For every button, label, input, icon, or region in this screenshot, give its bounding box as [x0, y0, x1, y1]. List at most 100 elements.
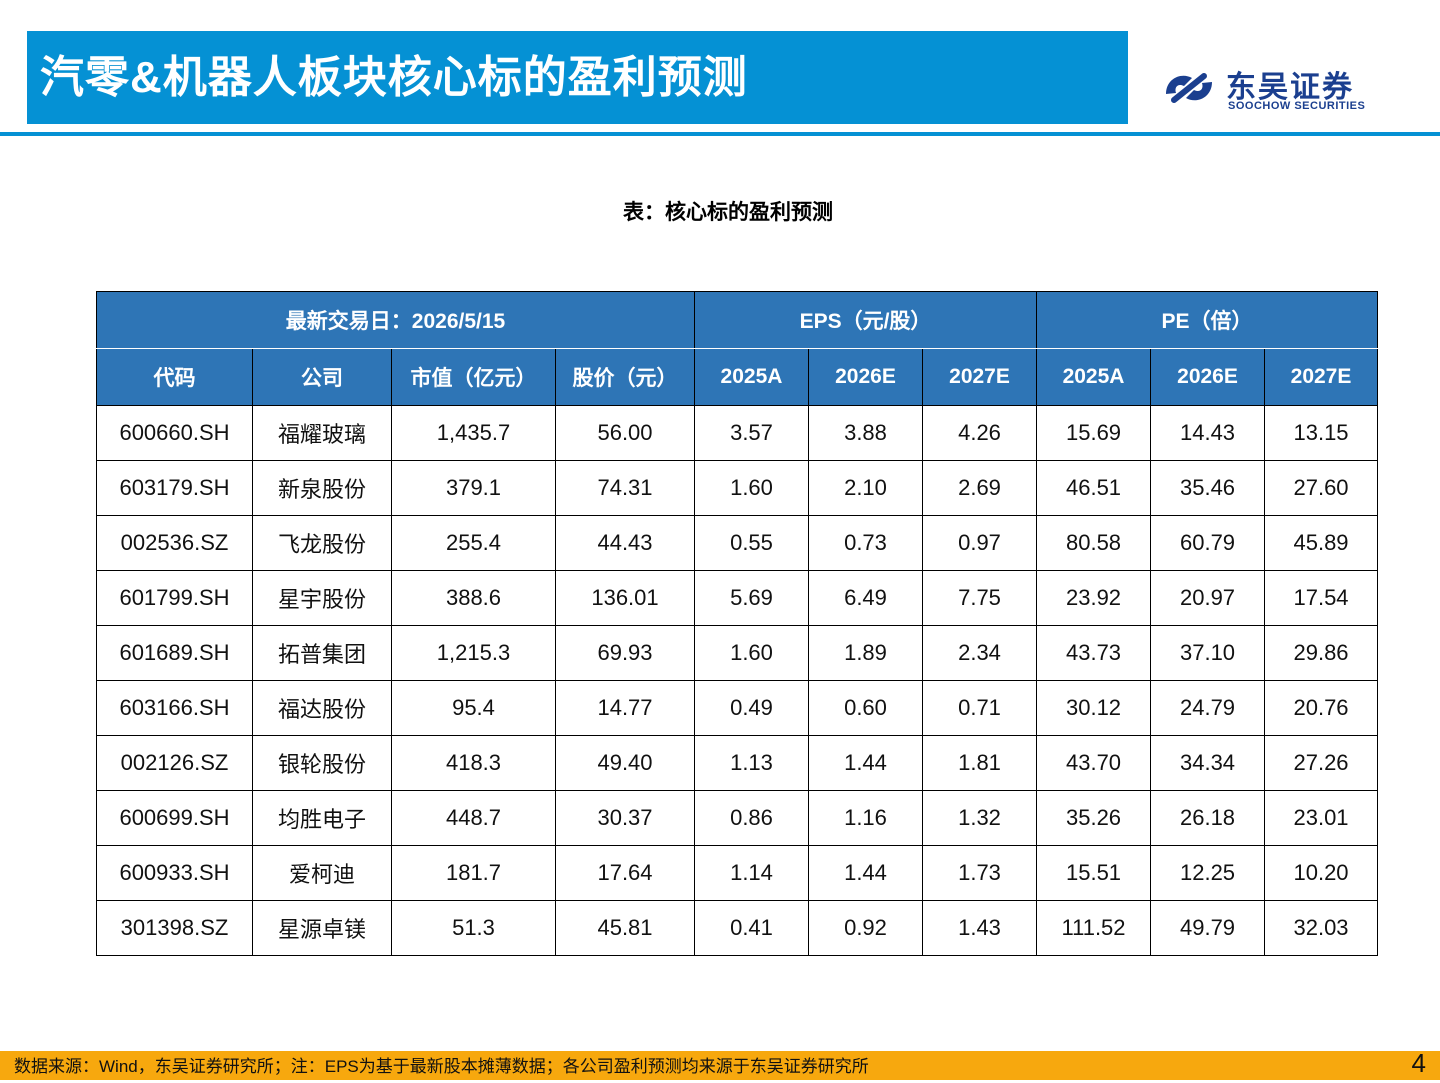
table-cell: 23.01 [1264, 790, 1379, 846]
eps-group-header: EPS（元/股） [693, 291, 1038, 349]
table-cell: 60.79 [1150, 515, 1266, 571]
table-cell: 5.69 [694, 570, 809, 626]
table-cell: 35.46 [1150, 460, 1266, 516]
table-cell: 111.52 [1036, 900, 1152, 956]
table-cell: 1.89 [808, 625, 923, 681]
table-cell: 32.03 [1264, 900, 1379, 956]
table-cell: 0.41 [694, 900, 809, 956]
column-header-row: 代码 公司 市值（亿元） 股价（元） 2025A 2026E 2027E 202… [96, 348, 1379, 406]
table-cell: 1.32 [921, 790, 1038, 846]
source-note: 数据来源：Wind，东吴证券研究所；注：EPS为基于最新股本摊薄数据；各公司盈利… [14, 1057, 869, 1076]
table-cell: 2.10 [808, 460, 923, 516]
table-cell: 13.15 [1264, 405, 1379, 461]
column-header: 市值（亿元） [391, 348, 556, 406]
table-cell: 7.75 [921, 570, 1038, 626]
table-cell: 星源卓镁 [252, 900, 392, 956]
table-cell: 95.4 [391, 680, 556, 736]
table-cell: 27.60 [1264, 460, 1379, 516]
logo-english-name: SOOCHOW SECURITIES [1228, 100, 1366, 112]
table-cell: 1.14 [694, 845, 809, 901]
table-cell: 51.3 [391, 900, 556, 956]
table-cell: 601689.SH [96, 625, 253, 681]
footer-bar: 数据来源：Wind，东吴证券研究所；注：EPS为基于最新股本摊薄数据；各公司盈利… [0, 1048, 1440, 1080]
page-number: 4 [1411, 1048, 1426, 1078]
table-cell: 20.76 [1264, 680, 1379, 736]
table-cell: 1.60 [694, 460, 809, 516]
table-cell: 1.73 [921, 845, 1038, 901]
table-cell: 45.89 [1264, 515, 1379, 571]
table-cell: 17.54 [1264, 570, 1379, 626]
table-cell: 301398.SZ [96, 900, 253, 956]
table-cell: 45.81 [555, 900, 695, 956]
table-cell: 15.51 [1036, 845, 1152, 901]
table-cell: 2.69 [921, 460, 1038, 516]
table-cell: 43.70 [1036, 735, 1152, 791]
table-cell: 6.49 [808, 570, 923, 626]
table-cell: 600933.SH [96, 845, 253, 901]
table-cell: 1.60 [694, 625, 809, 681]
table-cell: 136.01 [555, 570, 695, 626]
table-cell: 24.79 [1150, 680, 1266, 736]
company-logo: 东吴证券 SOOCHOW SECURITIES [1160, 60, 1375, 120]
table-cell: 0.60 [808, 680, 923, 736]
table-cell: 603166.SH [96, 680, 253, 736]
column-header: 股价（元） [555, 348, 695, 406]
table-cell: 1,435.7 [391, 405, 556, 461]
table-caption: 表：核心标的盈利预测 [623, 201, 833, 224]
table-cell: 600699.SH [96, 790, 253, 846]
table-cell: 181.7 [391, 845, 556, 901]
column-header: 代码 [96, 348, 253, 406]
table-cell: 0.55 [694, 515, 809, 571]
column-header: 公司 [252, 348, 392, 406]
table-row: 601799.SH 星宇股份 388.6 136.01 5.69 6.49 7.75 23.9… [96, 570, 1379, 626]
table-cell: 255.4 [391, 515, 556, 571]
table-cell: 603179.SH [96, 460, 253, 516]
pe-group-header: PE（倍） [1036, 291, 1379, 349]
logo-chinese-name: 东吴证券 [1226, 71, 1354, 104]
table-cell: 拓普集团 [252, 625, 392, 681]
table-cell: 379.1 [391, 460, 556, 516]
table-row: 002126.SZ 银轮股份 418.3 49.40 1.13 1.44 1.81 43.70… [96, 735, 1379, 791]
table-cell: 17.64 [555, 845, 695, 901]
trade-date-header: 最新交易日：2026/5/15 [96, 291, 695, 349]
table-row: 600699.SH 均胜电子 448.7 30.37 0.86 1.16 1.32 35.26… [96, 790, 1379, 846]
table-cell: 80.58 [1036, 515, 1152, 571]
table-cell: 43.73 [1036, 625, 1152, 681]
table-cell: 37.10 [1150, 625, 1266, 681]
table-row: 603179.SH 新泉股份 379.1 74.31 1.60 2.10 2.69 46.51… [96, 460, 1379, 516]
table-cell: 56.00 [555, 405, 695, 461]
header-divider [0, 132, 1440, 136]
column-header: 2027E [921, 348, 1038, 406]
table-cell: 1.13 [694, 735, 809, 791]
table-cell: 74.31 [555, 460, 695, 516]
table-cell: 星宇股份 [252, 570, 392, 626]
table-cell: 49.79 [1150, 900, 1266, 956]
table-cell: 69.93 [555, 625, 695, 681]
table-cell: 爱柯迪 [252, 845, 392, 901]
table-cell: 46.51 [1036, 460, 1152, 516]
table-cell: 26.18 [1150, 790, 1266, 846]
table-cell: 银轮股份 [252, 735, 392, 791]
table-row: 600933.SH 爱柯迪 181.7 17.64 1.14 1.44 1.73 15.51 1… [96, 845, 1379, 901]
table-row: 601689.SH 拓普集团 1,215.3 69.93 1.60 1.89 2.34 43.… [96, 625, 1379, 681]
table-cell: 均胜电子 [252, 790, 392, 846]
table-cell: 448.7 [391, 790, 556, 846]
table-cell: 14.77 [555, 680, 695, 736]
table-row: 603166.SH 福达股份 95.4 14.77 0.49 0.60 0.71 30.12 2… [96, 680, 1379, 736]
title-bar: 汽零&机器人板块核心标的盈利预测 [27, 31, 1128, 124]
table-cell: 30.37 [555, 790, 695, 846]
table-cell: 福达股份 [252, 680, 392, 736]
table-cell: 新泉股份 [252, 460, 392, 516]
table-row: 002536.SZ 飞龙股份 255.4 44.43 0.55 0.73 0.97 80.58… [96, 515, 1379, 571]
table-cell: 0.97 [921, 515, 1038, 571]
earnings-forecast-table: 最新交易日：2026/5/15 EPS（元/股） PE（倍） 代码 公司 市值（… [96, 291, 1379, 956]
table-cell: 0.71 [921, 680, 1038, 736]
table-cell: 30.12 [1036, 680, 1152, 736]
table-cell: 0.86 [694, 790, 809, 846]
column-header: 2025A [1036, 348, 1152, 406]
table-cell: 0.73 [808, 515, 923, 571]
table-cell: 601799.SH [96, 570, 253, 626]
table-cell: 1,215.3 [391, 625, 556, 681]
table-cell: 福耀玻璃 [252, 405, 392, 461]
table-cell: 49.40 [555, 735, 695, 791]
